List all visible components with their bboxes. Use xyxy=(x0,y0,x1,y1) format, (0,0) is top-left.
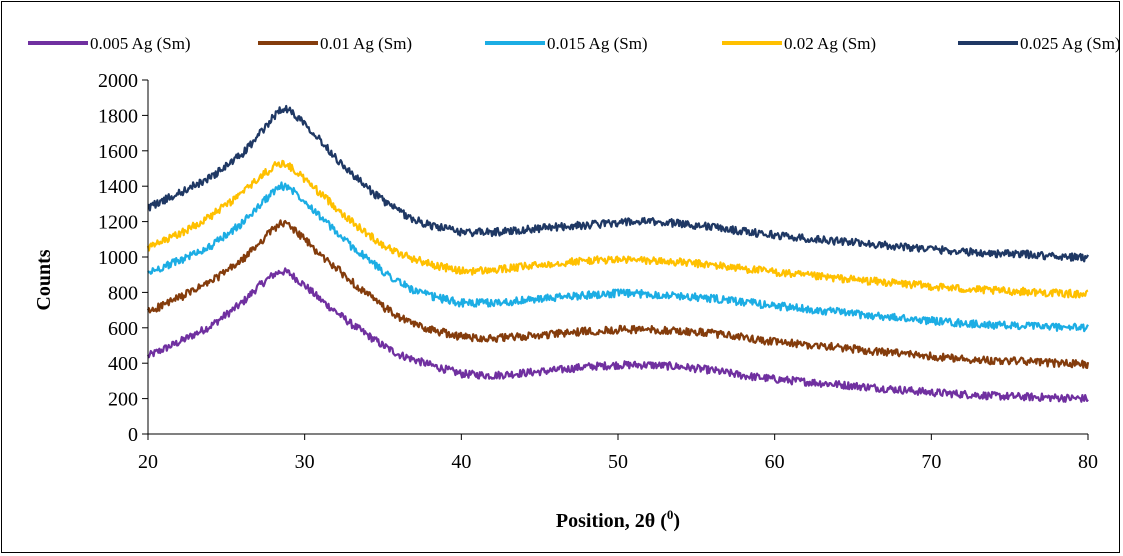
x-tick-label: 30 xyxy=(295,451,315,473)
series-line-4 xyxy=(146,159,1089,299)
legend: 0.005 Ag (Sm) 0.01 Ag (Sm) 0.015 Ag (Sm) 0.… xyxy=(28,34,1121,53)
y-tick-label: 2000 xyxy=(98,70,138,92)
y-tick-label: 1000 xyxy=(98,247,138,269)
y-tick-label: 1800 xyxy=(98,105,138,127)
x-tick-label: 40 xyxy=(451,451,471,473)
x-axis-title-main: Position, 2θ ( xyxy=(556,510,667,532)
x-tick-label: 80 xyxy=(1078,451,1098,473)
legend-label-4: 0.02 Ag (Sm) xyxy=(784,34,876,53)
y-tick-label: 1400 xyxy=(98,176,138,198)
x-tick-label: 20 xyxy=(138,451,158,473)
x-tick-label: 60 xyxy=(765,451,785,473)
x-axis-title-superscript: 0 xyxy=(667,507,674,522)
x-axis-title: Position, 2θ (0) xyxy=(556,507,680,532)
x-tick-labels: 20 30 40 50 60 70 80 xyxy=(138,434,1098,473)
y-tick-label: 600 xyxy=(108,318,138,340)
y-tick-label: 1200 xyxy=(98,212,138,234)
y-tick-label: 1600 xyxy=(98,141,138,163)
plot-area xyxy=(146,104,1090,403)
legend-label-1: 0.005 Ag (Sm) xyxy=(90,34,191,53)
legend-label-3: 0.015 Ag (Sm) xyxy=(547,34,648,53)
y-tick-labels: 0 200 400 600 800 1000 1200 1400 1600 1800 2000 xyxy=(98,70,148,446)
y-axis-title: Counts xyxy=(33,249,55,310)
legend-label-5: 0.025 Ag (Sm) xyxy=(1020,34,1121,53)
series-line-1 xyxy=(146,267,1089,403)
series-line-2 xyxy=(146,219,1090,369)
y-tick-label: 200 xyxy=(108,389,138,411)
y-tick-label: 400 xyxy=(108,353,138,375)
x-axis-title-close: ) xyxy=(673,510,680,532)
y-tick-label: 0 xyxy=(128,424,138,446)
x-tick-label: 70 xyxy=(921,451,941,473)
series-line-5 xyxy=(147,104,1089,263)
x-tick-label: 50 xyxy=(608,451,628,473)
legend-label-2: 0.01 Ag (Sm) xyxy=(320,34,412,53)
series-line-3 xyxy=(147,181,1089,333)
y-tick-label: 800 xyxy=(108,282,138,304)
